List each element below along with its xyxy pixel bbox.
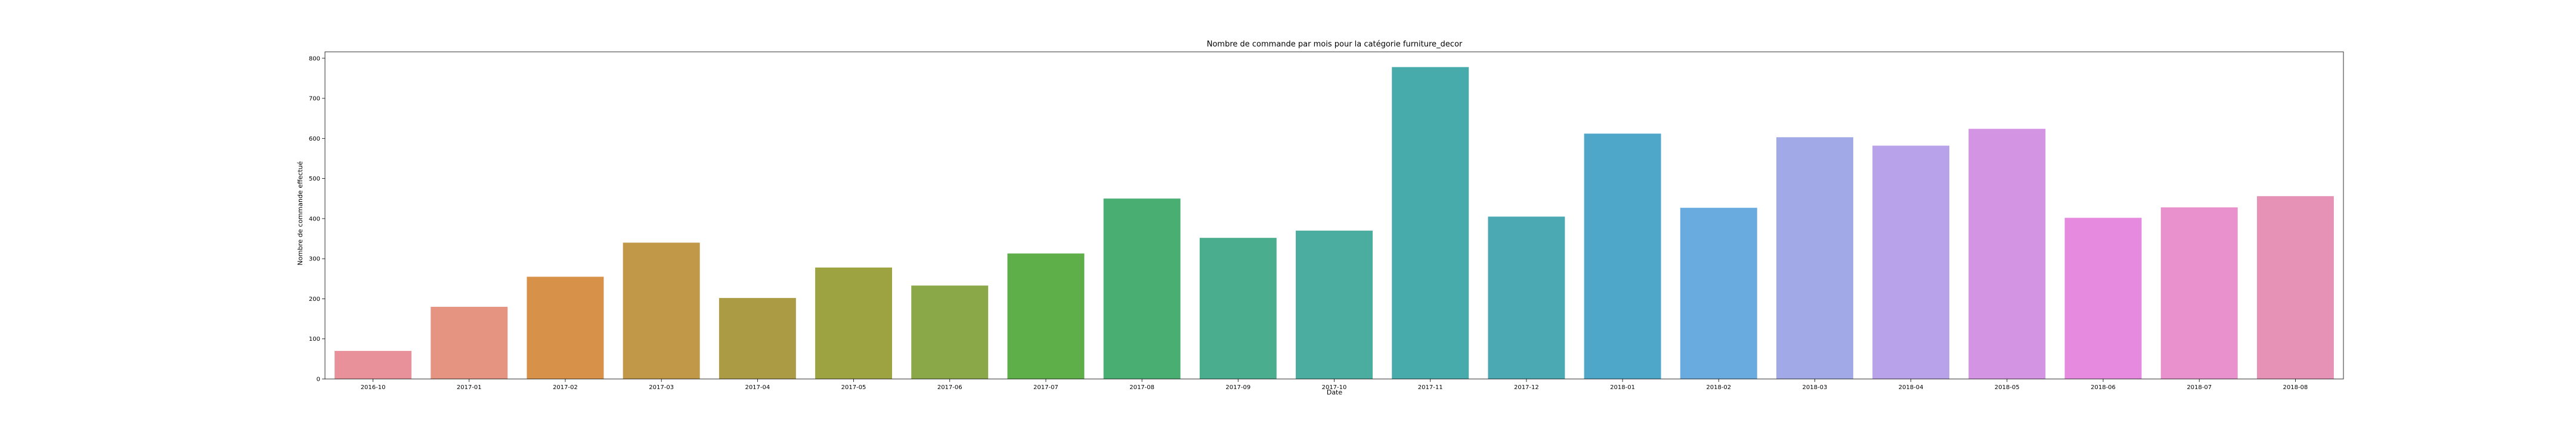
bar-2017-03: [623, 243, 700, 379]
bar-2017-06: [911, 285, 989, 379]
x-tick-label: 2016-10: [361, 384, 386, 391]
bar-2017-12: [1488, 216, 1565, 379]
x-tick-label: 2018-03: [1803, 384, 1828, 391]
bar-2017-08: [1103, 198, 1181, 379]
x-tick-label: 2018-01: [1610, 384, 1635, 391]
x-axis-label: Date: [1327, 389, 1343, 396]
bar-2017-10: [1296, 231, 1373, 379]
y-tick-label: 500: [309, 176, 320, 182]
bar-2018-01: [1584, 133, 1661, 379]
y-tick-label: 700: [309, 96, 320, 102]
x-tick-label: 2017-04: [745, 384, 770, 391]
bar-2017-09: [1199, 238, 1277, 379]
x-tick-label: 2018-07: [2187, 384, 2212, 391]
bar-2018-03: [1776, 137, 1853, 379]
y-tick-label: 600: [309, 136, 320, 142]
x-tick-label: 2017-09: [1225, 384, 1250, 391]
x-tick-label: 2017-07: [1033, 384, 1058, 391]
x-tick-label: 2018-06: [2091, 384, 2116, 391]
x-tick-label: 2017-08: [1129, 384, 1154, 391]
axes-layer: 0 100 200 300 400 500 600 700 800 2016-10 2017-01 2…: [309, 51, 2344, 391]
bar-2018-08: [2256, 196, 2334, 379]
y-tick-label: 200: [309, 296, 320, 303]
y-tick-label: 800: [309, 55, 320, 62]
x-tick-label: 2017-06: [937, 384, 962, 391]
x-tick-label: 2017-03: [649, 384, 674, 391]
y-tick-label: 0: [317, 377, 320, 383]
x-tick-label: 2018-04: [1899, 384, 1924, 391]
x-tick-label: 2017-12: [1514, 384, 1539, 391]
x-tick-label: 2017-11: [1418, 384, 1443, 391]
bar-2018-02: [1680, 207, 1757, 379]
bar-2018-04: [1872, 145, 1950, 379]
x-tick-label: 2018-02: [1706, 384, 1731, 391]
bar-2018-07: [2160, 207, 2238, 379]
bar-2017-04: [719, 298, 796, 379]
bar-2018-05: [1968, 129, 2046, 380]
bar-2017-02: [527, 276, 604, 379]
x-tick-label: 2017-02: [553, 384, 578, 391]
x-tick-label: 2018-08: [2283, 384, 2308, 391]
chart-title: Nombre de commande par mois pour la caté…: [1207, 40, 1463, 49]
y-tick-label: 100: [309, 336, 320, 343]
x-tick-label: 2017-01: [457, 384, 482, 391]
bar-2017-11: [1392, 67, 1469, 380]
bars-layer: [335, 67, 2334, 380]
bar-2017-01: [431, 306, 508, 379]
y-tick-label: 400: [309, 216, 320, 222]
x-tick-label: 2017-05: [841, 384, 866, 391]
y-tick-label: 300: [309, 256, 320, 263]
x-tick-label: 2018-05: [1995, 384, 2020, 391]
bar-2016-10: [335, 350, 412, 379]
bar-2018-06: [2064, 217, 2142, 379]
bar-2017-07: [1007, 253, 1085, 379]
x-tick-label: 2017-10: [1322, 384, 1347, 391]
y-axis-label: Nombre de commande effectué: [296, 161, 304, 265]
bar-2017-05: [815, 267, 893, 379]
